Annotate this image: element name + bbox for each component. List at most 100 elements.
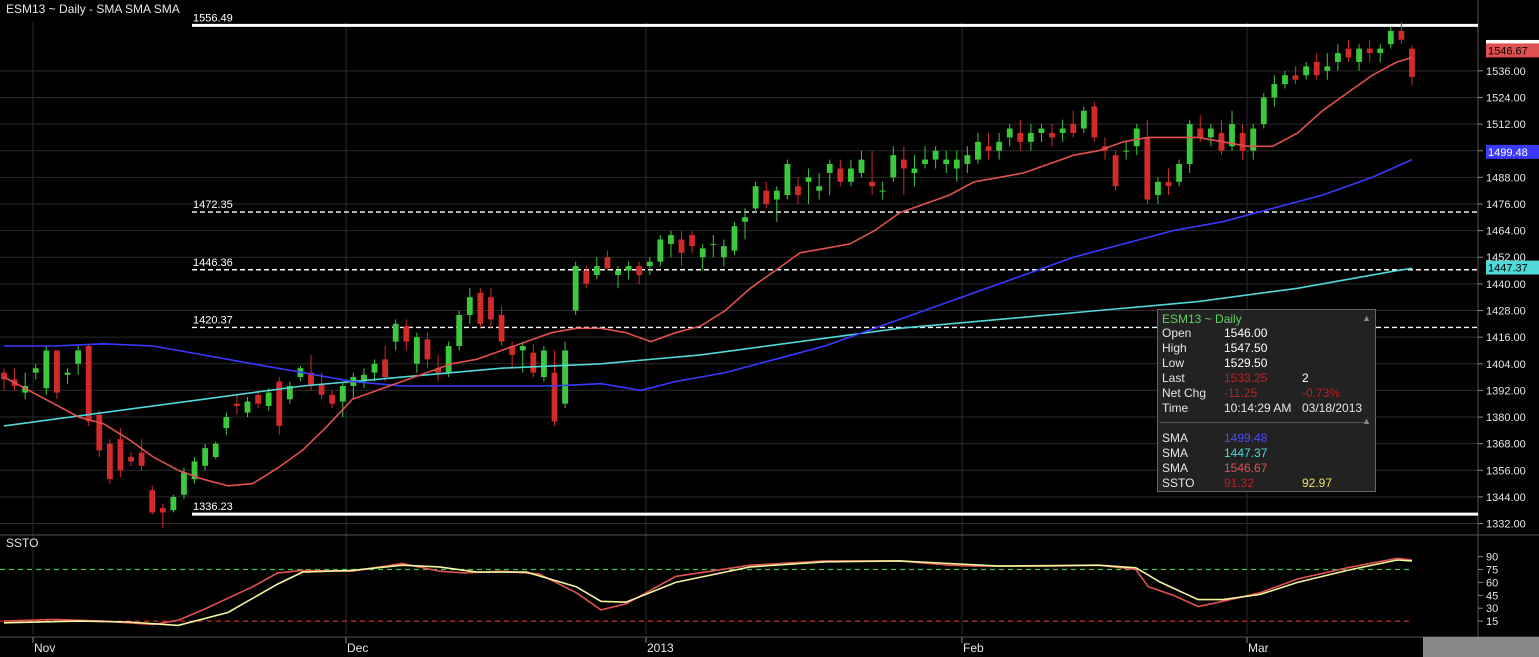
price-tick-label-6: 1464.00 <box>1486 226 1526 238</box>
candle-body-53 <box>562 350 568 404</box>
sma-lines <box>3 56 1413 487</box>
candle-body-62 <box>657 239 664 262</box>
candle-body-13 <box>138 452 145 466</box>
candle-body-77 <box>816 186 823 191</box>
sma-fast-line <box>3 56 1413 487</box>
candle-body-108 <box>1144 137 1151 200</box>
candle-body-85 <box>900 159 907 169</box>
candle-body-37 <box>392 323 399 342</box>
price-marker-3 <box>1486 260 1539 275</box>
ssto-tick-label-2: 60 <box>1486 577 1498 589</box>
candle-body-128 <box>1356 48 1362 62</box>
candle-body-17 <box>181 472 187 495</box>
candle-body-21 <box>223 417 230 429</box>
candle-body-56 <box>593 266 600 275</box>
candle-body-15 <box>159 508 166 513</box>
candle-body-70 <box>742 217 748 222</box>
ssto-tick-label-5: 15 <box>1486 616 1498 628</box>
info-value: 10:14:29 AM <box>1224 401 1292 415</box>
candle-body-65 <box>689 235 696 247</box>
level-label-0: 1556.49 <box>193 12 233 24</box>
candle-body-29 <box>308 372 314 386</box>
info-panel[interactable]: ESM13 ~ Daily ▲ Open 1546.00 High 1547.50 Lo… <box>1157 309 1376 492</box>
candle-body-105 <box>1112 155 1119 187</box>
candle-body-46 <box>488 297 494 320</box>
chart-title: ESM13 ~ Daily - SMA SMA SMA <box>6 2 180 16</box>
info-value: 1546.67 <box>1224 461 1268 475</box>
candle-body-7 <box>75 350 82 364</box>
candle-body-41 <box>435 368 441 373</box>
info-value: 1533.25 <box>1224 371 1268 385</box>
candle-body-42 <box>445 346 452 373</box>
candle-body-61 <box>646 261 653 267</box>
candle-body-71 <box>752 186 759 209</box>
price-marker-1 <box>1486 43 1539 58</box>
candle-body-32 <box>339 385 346 402</box>
candle-body-94 <box>996 141 1003 151</box>
candle-body-125 <box>1324 66 1331 71</box>
level-label-3: 1420.37 <box>193 314 233 326</box>
time-label-3: Feb <box>963 641 984 655</box>
ssto-tick-label-3: 45 <box>1486 590 1498 602</box>
candle-body-111 <box>1176 164 1183 182</box>
candle-body-97 <box>1027 132 1034 142</box>
info-row-sma: SMA 1546.67 <box>1162 461 1372 476</box>
candle-body-49 <box>519 346 526 351</box>
candle-body-102 <box>1080 110 1087 129</box>
sma-mid-line <box>4 158 1413 392</box>
info-row-ssto: SSTO 91.32 92.97 <box>1162 476 1372 491</box>
candle-body-87 <box>922 159 928 165</box>
info-key: Low <box>1162 356 1185 370</box>
candle-body-0 <box>1 372 7 380</box>
price-tick-label-10: 1416.00 <box>1486 332 1526 344</box>
candle-body-69 <box>731 226 738 251</box>
horizontal-scrollbar[interactable] <box>1423 637 1539 657</box>
candle-body-131 <box>1387 30 1394 45</box>
info-row-net-chg: Net Chg -11.25 -0.73% <box>1162 386 1372 401</box>
candle-body-23 <box>244 401 251 413</box>
candle-body-6 <box>64 372 71 375</box>
candle-body-83 <box>879 190 886 192</box>
price-marker-label-3: 1447.37 <box>1488 263 1528 275</box>
price-tick-label-8: 1440.00 <box>1486 279 1526 291</box>
candle-body-35 <box>371 363 378 373</box>
candle-body-31 <box>329 394 336 404</box>
candle-body-89 <box>943 159 950 165</box>
info-key: Net Chg <box>1162 386 1207 400</box>
info-row-low: Low 1529.50 <box>1162 356 1372 371</box>
collapse-up-icon[interactable]: ▲ <box>1362 416 1371 426</box>
candle-body-93 <box>985 146 992 151</box>
candle-body-8 <box>85 346 92 422</box>
candle-body-24 <box>255 394 261 404</box>
candle-body-67 <box>710 243 717 245</box>
candle-body-118 <box>1250 128 1257 151</box>
price-tick-label-0: 1536.00 <box>1486 66 1526 78</box>
candle-body-107 <box>1133 128 1140 147</box>
candle-body-50 <box>530 352 537 373</box>
info-value: 1529.50 <box>1224 356 1268 370</box>
candle-body-123 <box>1303 66 1310 76</box>
level-label-1: 1472.35 <box>193 199 233 211</box>
info-key: SMA <box>1162 461 1189 475</box>
collapse-up-icon[interactable]: ▲ <box>1362 313 1371 323</box>
candle-body-54 <box>572 266 579 311</box>
info-value: 1447.37 <box>1224 446 1268 460</box>
candle-body-12 <box>128 456 134 462</box>
candle-body-91 <box>964 155 971 165</box>
candle-body-79 <box>837 168 844 182</box>
candle-body-76 <box>805 177 812 182</box>
candle-body-114 <box>1207 128 1214 138</box>
candle-body-127 <box>1345 48 1352 58</box>
candle-body-129 <box>1366 48 1373 54</box>
info-key: Last <box>1162 371 1185 385</box>
info-value: 1546.00 <box>1224 326 1268 340</box>
candle-body-66 <box>699 248 706 258</box>
ssto-tick-label-0: 90 <box>1486 552 1498 564</box>
sma-slow-line <box>3 267 1413 427</box>
price-tick-label-12: 1392.00 <box>1486 385 1526 397</box>
level-label-2: 1446.36 <box>193 257 233 269</box>
price-marker-2 <box>1486 144 1539 159</box>
ssto-d-line <box>3 559 1413 627</box>
candle-body-30 <box>318 383 325 395</box>
